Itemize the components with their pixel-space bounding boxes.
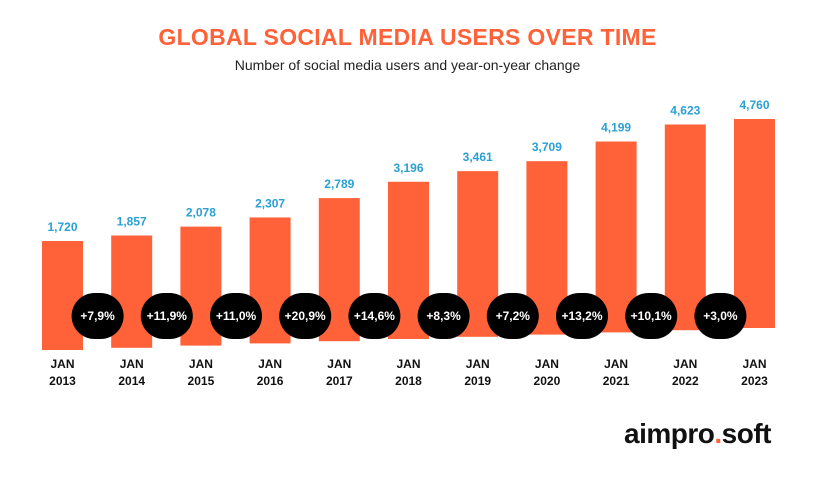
x-tick-label-year: 2018 — [395, 374, 422, 388]
brand-logo: aimpro.soft — [624, 418, 771, 450]
value-label: 1,720 — [47, 220, 77, 234]
yoy-change-badge — [279, 293, 332, 339]
yoy-change-label: +11,0% — [216, 309, 257, 323]
x-tick-label-year: 2013 — [49, 374, 76, 388]
brand-dot: . — [714, 418, 722, 449]
value-label: 3,196 — [393, 161, 423, 175]
x-tick-label-month: JAN — [189, 357, 213, 371]
chart-title: GLOBAL SOCIAL MEDIA USERS OVER TIME — [158, 24, 657, 50]
x-tick-label-month: JAN — [673, 357, 697, 371]
yoy-change-badge — [348, 293, 401, 339]
x-tick-label-month: JAN — [604, 357, 628, 371]
value-label: 4,623 — [670, 103, 700, 117]
yoy-change-badge — [210, 293, 262, 339]
x-tick-label-month: JAN — [535, 357, 559, 371]
yoy-change-label: +7,9% — [80, 309, 115, 323]
yoy-change-badge — [556, 293, 608, 339]
yoy-change-label: +10,1% — [631, 309, 672, 323]
bar — [595, 141, 637, 333]
brand-name: aimpro — [624, 418, 715, 449]
x-tick-label-year: 2017 — [326, 374, 353, 388]
value-label: 4,760 — [739, 98, 769, 112]
value-label: 3,709 — [532, 140, 562, 154]
yoy-change-badge — [625, 293, 678, 339]
x-tick-label-month: JAN — [327, 357, 351, 371]
x-tick-label-year: 2023 — [741, 374, 768, 388]
x-tick-label-year: 2019 — [464, 374, 491, 388]
x-tick-label-month: JAN — [258, 357, 282, 371]
yoy-change-label: +3,0% — [703, 309, 738, 323]
x-tick-label-year: 2015 — [188, 374, 215, 388]
x-tick-label-year: 2020 — [534, 374, 561, 388]
value-label: 2,789 — [324, 177, 354, 191]
x-tick-label-month: JAN — [120, 357, 144, 371]
yoy-change-label: +13,2% — [561, 309, 602, 323]
yoy-change-badge — [486, 293, 539, 339]
yoy-change-label: +14,6% — [354, 309, 395, 323]
value-label: 2,307 — [255, 196, 285, 210]
x-tick-label-year: 2021 — [603, 374, 630, 388]
value-label: 1,857 — [117, 215, 147, 229]
x-tick-label-month: JAN — [466, 357, 490, 371]
yoy-change-badge — [140, 293, 193, 339]
yoy-change-badge — [71, 293, 124, 339]
x-tick-label-year: 2022 — [672, 374, 699, 388]
value-label: 2,078 — [186, 206, 216, 220]
yoy-change-badge — [694, 293, 747, 339]
x-tick-label-year: 2014 — [118, 374, 145, 388]
value-label: 4,199 — [601, 121, 631, 135]
yoy-change-label: +8,3% — [426, 309, 461, 323]
x-tick-label-year: 2016 — [257, 374, 284, 388]
bar — [664, 124, 706, 331]
bar — [42, 241, 83, 350]
bar — [734, 119, 775, 328]
yoy-change-label: +20,9% — [285, 309, 326, 323]
brand-suffix: soft — [721, 418, 772, 449]
x-tick-label-month: JAN — [50, 357, 74, 371]
x-tick-label-month: JAN — [742, 357, 766, 371]
x-tick-label-month: JAN — [396, 357, 420, 371]
yoy-change-label: +11,9% — [147, 309, 188, 323]
yoy-change-badge — [417, 293, 470, 339]
chart-subtitle: Number of social media users and year-on… — [234, 57, 581, 73]
yoy-change-label: +7,2% — [496, 309, 531, 323]
value-label: 3,461 — [463, 150, 493, 164]
